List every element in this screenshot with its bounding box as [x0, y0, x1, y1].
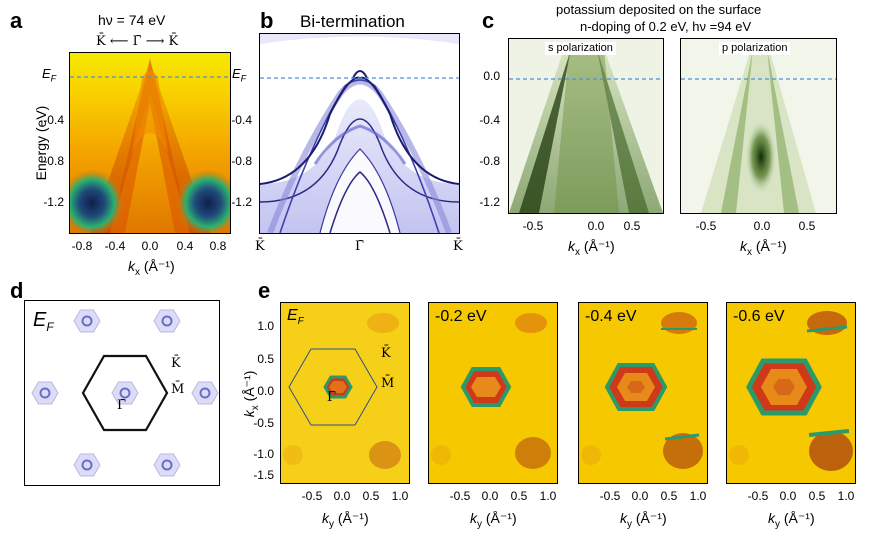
- panel-c-ytick: -1.2: [479, 195, 500, 209]
- panel-c-s-spectrum: [509, 39, 663, 213]
- panel-e-map-ef-label: EF: [287, 307, 304, 328]
- panel-d-ef-label: EF: [33, 309, 54, 334]
- panel-e-xtick: 0.5: [362, 489, 380, 503]
- panel-e-xtick: 0.0: [333, 489, 351, 503]
- panel-e-map-06: -0.6 eV: [726, 302, 856, 484]
- panel-e-point-m: M̄: [381, 376, 395, 391]
- panel-a-xtick: 0.4: [176, 239, 194, 253]
- panel-a-arpes-plot: [69, 52, 231, 234]
- panel-e-xtick: 1.0: [837, 489, 855, 503]
- panel-e-map-02-image: [429, 303, 557, 483]
- panel-e-xlabel: ky (Å⁻¹): [470, 510, 517, 530]
- panel-b-ytick: -0.8: [231, 154, 252, 168]
- panel-e-map-02: -0.2 eV: [428, 302, 558, 484]
- panel-a-ef-label: EF: [42, 66, 57, 84]
- panel-e-xtick: -0.5: [301, 489, 323, 503]
- panel-letter-b: b: [260, 8, 274, 33]
- panel-b-ef-label: EF: [232, 66, 247, 84]
- panel-e-map-06-image: [727, 303, 855, 483]
- panel-e-xtick: 0.5: [808, 489, 826, 503]
- panel-b-ytick: -1.2: [231, 195, 252, 209]
- panel-d-point-gamma: Γ̄: [117, 398, 127, 413]
- panel-e-map-04-label: -0.4 eV: [585, 308, 637, 325]
- panel-c-title-line2: n-doping of 0.2 eV, hν =94 eV: [580, 19, 752, 34]
- panel-c-s-polarization-plot: s polarization: [508, 38, 664, 214]
- panel-e-map-ef: EF K̄ M̄ Γ̄: [280, 302, 410, 484]
- panel-e-xtick: 0.0: [481, 489, 499, 503]
- panel-letter-c: c: [482, 8, 495, 33]
- panel-letter-e: e: [258, 278, 271, 303]
- panel-e-xtick: 0.0: [631, 489, 649, 503]
- panel-e-map-ef-image: [281, 303, 409, 483]
- panel-e-point-gamma: Γ̄: [327, 390, 337, 405]
- panel-c-title-line1: potassium deposited on the surface: [556, 2, 762, 17]
- panel-c-xtick: -0.5: [522, 219, 544, 233]
- panel-e-map-02-label: -0.2 eV: [435, 308, 487, 325]
- panel-a-ytick: -0.8: [43, 154, 64, 168]
- panel-d-brillouin-zone: EF K̄ M̄ Γ̄: [24, 300, 220, 486]
- panel-d-point-k: K̄: [171, 356, 181, 371]
- panel-e-xtick: -0.5: [449, 489, 471, 503]
- panel-c-p-label: p polarization: [719, 42, 791, 55]
- panel-c-ytick: -0.8: [479, 154, 500, 168]
- panel-c-xtick: 0.5: [623, 219, 641, 233]
- panel-e-map-04: -0.4 eV: [578, 302, 708, 484]
- panel-e-ytick: -1.5: [253, 468, 274, 482]
- panel-e-ytick: 1.0: [257, 319, 274, 333]
- panel-a-ylabel: Energy (eV): [33, 105, 49, 181]
- panel-e-xtick: 0.5: [510, 489, 528, 503]
- panel-e-ytick: -0.5: [253, 416, 274, 430]
- panel-a-xtick: -0.8: [71, 239, 93, 253]
- panel-c-xtick: -0.5: [695, 219, 717, 233]
- panel-b-title: Bi-termination: [300, 12, 405, 31]
- panel-a-ytick: -0.4: [43, 113, 64, 127]
- panel-a-xtick: -0.4: [104, 239, 126, 253]
- panel-letter-a: a: [10, 8, 23, 33]
- panel-c-xtick: 0.0: [587, 219, 605, 233]
- panel-e-xtick: 0.0: [779, 489, 797, 503]
- panel-e-ytick: -1.0: [253, 447, 274, 461]
- panel-e-xlabel: ky (Å⁻¹): [768, 510, 815, 530]
- panel-c-xtick: 0.0: [753, 219, 771, 233]
- panel-c-xlabel-s: kx (Å⁻¹): [568, 238, 615, 258]
- panel-b-ytick: -0.4: [231, 113, 252, 127]
- panel-a-ytick: -1.2: [43, 195, 64, 209]
- panel-c-xtick: 0.5: [798, 219, 816, 233]
- panel-a-xtick: 0.8: [209, 239, 227, 253]
- panel-a-xtick: 0.0: [141, 239, 159, 253]
- panel-a-spectrum-image: [70, 53, 230, 233]
- panel-e-point-k: K̄: [381, 346, 391, 361]
- panel-e-ytick: 0.0: [257, 384, 274, 398]
- panel-e-xtick: -0.5: [747, 489, 769, 503]
- panel-e-map-06-label: -0.6 eV: [733, 308, 785, 325]
- panel-c-xlabel-p: kx (Å⁻¹): [740, 238, 787, 258]
- panel-e-xlabel: ky (Å⁻¹): [620, 510, 667, 530]
- panel-c-p-polarization-plot: p polarization: [680, 38, 837, 214]
- panel-e-xtick: -0.5: [599, 489, 621, 503]
- panel-b-xtick-k: K̄: [255, 239, 265, 254]
- panel-b-calculation-plot: [259, 33, 460, 234]
- panel-c-ytick: -0.4: [479, 113, 500, 127]
- panel-e-ytick: 0.5: [257, 352, 274, 366]
- panel-a-xlabel: kx (Å⁻¹): [128, 258, 175, 278]
- panel-b-band-structure: [260, 34, 459, 233]
- panel-c-ytick: 0.0: [483, 69, 500, 83]
- panel-e-xtick: 1.0: [539, 489, 557, 503]
- panel-a-photon-energy: hν = 74 eV: [98, 12, 166, 28]
- panel-c-s-label: s polarization: [545, 42, 616, 55]
- panel-e-xtick: 1.0: [689, 489, 707, 503]
- panel-d-zone-diagram: [31, 309, 219, 477]
- panel-e-xtick: 0.5: [660, 489, 678, 503]
- panel-letter-d: d: [10, 278, 24, 303]
- panel-d-point-m: M̄: [171, 382, 185, 397]
- panel-e-xlabel: ky (Å⁻¹): [322, 510, 369, 530]
- panel-c-p-spectrum: [681, 39, 836, 213]
- panel-b-xtick-k: K̄: [453, 239, 463, 254]
- panel-b-xtick-gamma: Γ̄: [355, 239, 365, 254]
- panel-e-map-04-image: [579, 303, 707, 483]
- panel-e-xtick: 1.0: [391, 489, 409, 503]
- panel-a-direction: K̄ ⟵ Γ̄ ⟶ K̄: [96, 34, 179, 49]
